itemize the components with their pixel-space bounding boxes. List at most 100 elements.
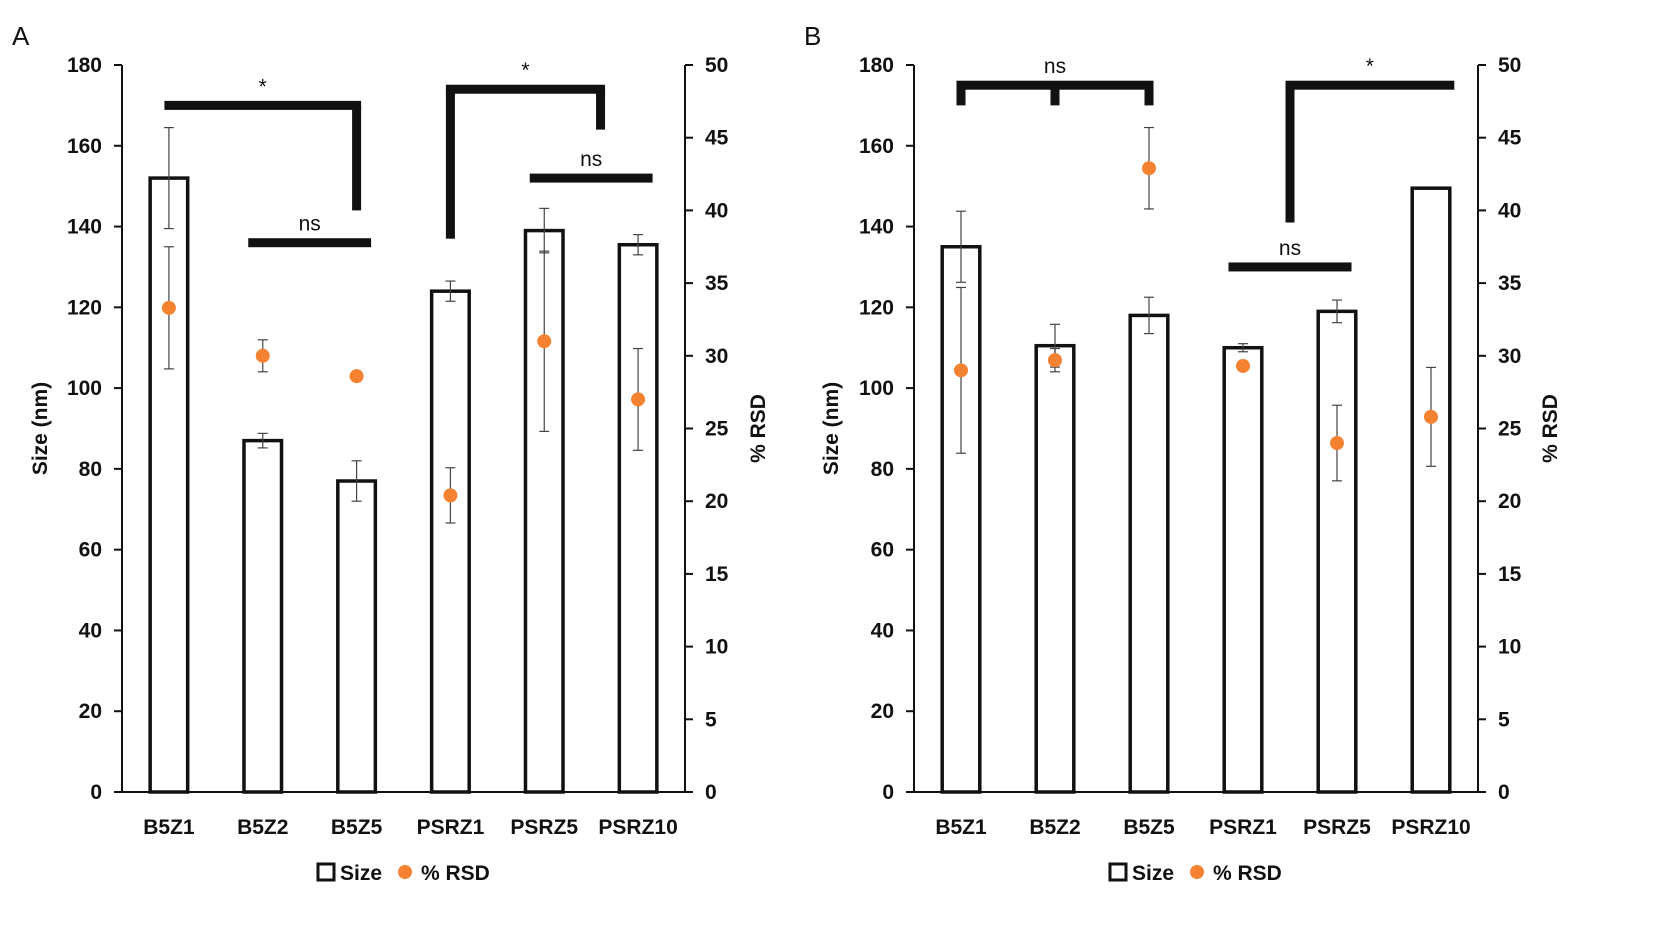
significance-bracket bbox=[1228, 262, 1352, 272]
y2-tick-label: 20 bbox=[1498, 490, 1521, 513]
x-category-label: PSRZ5 bbox=[510, 816, 578, 839]
significance-bracket-leg bbox=[596, 89, 606, 130]
panel-letter: A bbox=[12, 21, 30, 51]
y2-tick-label: 30 bbox=[705, 345, 728, 368]
y-axis-title: Size (nm) bbox=[820, 382, 843, 475]
y2-tick-label: 40 bbox=[705, 199, 728, 222]
y-tick-label: 180 bbox=[67, 54, 102, 77]
size-bar bbox=[429, 289, 471, 794]
size-bar bbox=[617, 242, 659, 794]
significance-label: ns bbox=[299, 213, 321, 236]
size-bar bbox=[1410, 186, 1452, 794]
significance-bracket-leg bbox=[956, 85, 966, 106]
significance-bracket bbox=[445, 84, 606, 94]
rsd-point bbox=[1048, 353, 1062, 368]
significance-label: ns bbox=[580, 148, 602, 171]
rsd-point bbox=[1142, 161, 1156, 176]
x-category-label: B5Z1 bbox=[935, 816, 987, 839]
size-bar bbox=[1316, 309, 1358, 794]
significance-label: ns bbox=[1044, 55, 1066, 78]
rsd-point bbox=[631, 392, 646, 407]
y-tick-label: 0 bbox=[882, 781, 894, 804]
x-category-label: B5Z1 bbox=[143, 816, 195, 839]
rsd-point bbox=[443, 488, 458, 503]
legend-rsd-swatch bbox=[1190, 865, 1204, 879]
y2-tick-label: 5 bbox=[705, 708, 717, 731]
y2-tick-label: 50 bbox=[1498, 54, 1521, 77]
y-tick-label: 180 bbox=[859, 54, 894, 77]
significance-bracket bbox=[164, 100, 362, 110]
y-tick-label: 20 bbox=[871, 700, 894, 723]
y-tick-label: 40 bbox=[871, 619, 894, 642]
rsd-point bbox=[161, 300, 176, 315]
y2-tick-label: 5 bbox=[1498, 708, 1510, 731]
y-tick-label: 80 bbox=[79, 458, 102, 481]
y2-tick-label: 10 bbox=[1498, 636, 1521, 659]
y-tick-label: 160 bbox=[859, 135, 894, 158]
size-bar bbox=[1222, 345, 1264, 794]
y2-tick-label: 40 bbox=[1498, 199, 1521, 222]
y-tick-label: 140 bbox=[859, 216, 894, 239]
y-tick-label: 100 bbox=[67, 377, 102, 400]
significance-bracket-leg bbox=[445, 89, 455, 239]
y2-tick-label: 45 bbox=[705, 127, 729, 150]
rsd-point bbox=[954, 363, 968, 378]
legend-rsd-label: % RSD bbox=[1213, 862, 1282, 885]
x-category-label: PSRZ5 bbox=[1303, 816, 1371, 839]
y2-tick-label: 10 bbox=[705, 636, 728, 659]
size-bar bbox=[1034, 343, 1076, 794]
y2-tick-label: 35 bbox=[1498, 272, 1522, 295]
y-tick-label: 140 bbox=[67, 216, 102, 239]
y-tick-label: 0 bbox=[90, 781, 102, 804]
x-category-label: PSRZ1 bbox=[1209, 816, 1277, 839]
rsd-point bbox=[1330, 436, 1344, 451]
y-tick-label: 160 bbox=[67, 135, 102, 158]
size-bar bbox=[523, 228, 565, 794]
y-tick-label: 80 bbox=[871, 458, 894, 481]
x-category-label: B5Z5 bbox=[1123, 816, 1175, 839]
y2-tick-label: 15 bbox=[1498, 563, 1522, 586]
legend-size-swatch bbox=[316, 862, 336, 882]
significance-bracket-leg bbox=[1050, 85, 1060, 106]
x-category-label: B5Z2 bbox=[1029, 816, 1080, 839]
y-tick-label: 60 bbox=[871, 539, 894, 562]
significance-bracket bbox=[529, 173, 653, 183]
y2-tick-label: 0 bbox=[705, 781, 717, 804]
x-category-label: B5Z5 bbox=[331, 816, 383, 839]
size-bar bbox=[336, 479, 378, 794]
y-axis-title: Size (nm) bbox=[29, 382, 52, 475]
significance-label: * bbox=[1366, 55, 1374, 78]
y2-tick-label: 25 bbox=[705, 418, 729, 441]
y2-tick-label: 35 bbox=[705, 272, 729, 295]
y-tick-label: 120 bbox=[67, 296, 102, 319]
panel-letter: B bbox=[804, 21, 821, 51]
legend-size-swatch bbox=[1108, 862, 1128, 882]
rsd-point bbox=[1424, 409, 1438, 424]
rsd-point bbox=[537, 334, 552, 349]
legend-size-label: Size bbox=[1132, 862, 1174, 885]
y2-tick-label: 15 bbox=[705, 563, 729, 586]
x-category-label: PSRZ10 bbox=[1391, 816, 1470, 839]
y2-tick-label: 0 bbox=[1498, 781, 1510, 804]
x-category-label: PSRZ10 bbox=[598, 816, 677, 839]
y2-tick-label: 20 bbox=[705, 490, 728, 513]
y2-axis-title: % RSD bbox=[747, 394, 770, 463]
legend-rsd-label: % RSD bbox=[421, 862, 490, 885]
significance-label: * bbox=[521, 59, 529, 82]
significance-bracket bbox=[248, 238, 372, 248]
size-bar bbox=[1128, 313, 1170, 794]
y-tick-label: 100 bbox=[859, 377, 894, 400]
legend-size-label: Size bbox=[340, 862, 382, 885]
significance-label: * bbox=[259, 75, 267, 98]
significance-bracket-leg bbox=[352, 105, 362, 211]
y2-tick-label: 25 bbox=[1498, 418, 1522, 441]
significance-label: ns bbox=[1279, 237, 1301, 260]
rsd-point bbox=[1236, 358, 1250, 373]
significance-bracket bbox=[1285, 80, 1455, 90]
panel-b: B 0 20 40 60 80 100 120 140 160 180 0 5 10 15 20 25 30 35 4… bbox=[804, 21, 1562, 885]
significance-bracket-leg bbox=[1285, 85, 1295, 223]
x-category-label: B5Z2 bbox=[237, 816, 288, 839]
y2-tick-label: 45 bbox=[1498, 127, 1522, 150]
panel-a: A 0 20 40 60 80 100 120 140 160 180 0 5 10 15 20 25 30 35 4… bbox=[12, 21, 770, 885]
